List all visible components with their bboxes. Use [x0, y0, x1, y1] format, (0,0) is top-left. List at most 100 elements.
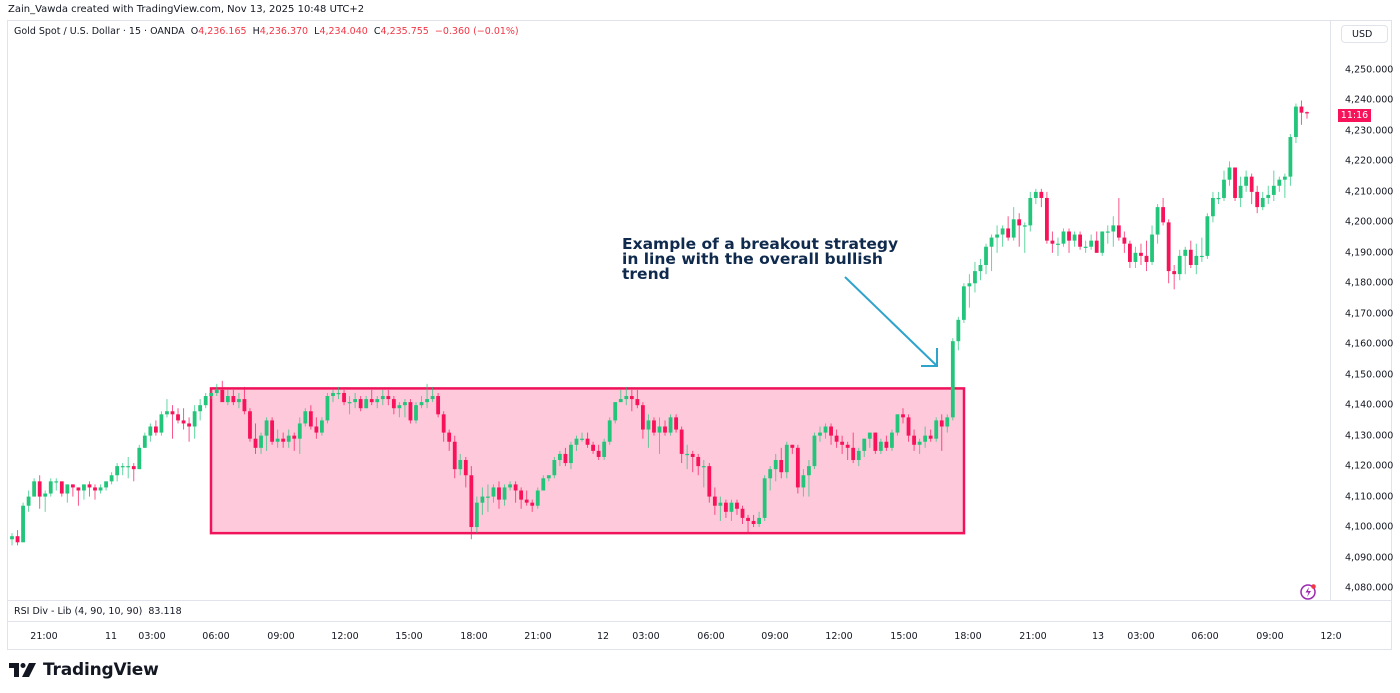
candle[interactable] [1249, 176, 1254, 192]
candle[interactable] [65, 484, 70, 494]
candle[interactable] [1056, 243, 1060, 245]
candle[interactable] [950, 341, 955, 418]
candle[interactable] [1166, 222, 1171, 272]
candle[interactable] [54, 481, 59, 483]
candle[interactable] [735, 502, 739, 509]
candle[interactable] [751, 520, 756, 525]
candle[interactable] [834, 435, 839, 442]
candle[interactable] [1222, 179, 1226, 198]
candle[interactable] [1050, 240, 1055, 244]
candle[interactable] [773, 460, 778, 470]
candle[interactable] [104, 481, 108, 488]
candle[interactable] [474, 502, 479, 528]
candle[interactable] [497, 487, 501, 500]
candle[interactable] [1122, 237, 1127, 244]
candle[interactable] [502, 487, 507, 500]
candle[interactable] [856, 450, 861, 461]
candle[interactable] [414, 405, 418, 421]
candle[interactable] [895, 414, 900, 433]
candle[interactable] [668, 417, 673, 433]
annotation-text[interactable]: Example of a breakout strategy in line w… [622, 235, 899, 283]
candle[interactable] [358, 399, 363, 409]
candle[interactable] [840, 441, 845, 445]
candle[interactable] [574, 438, 579, 445]
candle[interactable] [890, 432, 894, 448]
candle[interactable] [408, 402, 413, 421]
candle[interactable] [1271, 185, 1276, 195]
candle[interactable] [314, 426, 319, 433]
candle[interactable] [1216, 197, 1221, 200]
candle[interactable] [380, 396, 385, 400]
candle[interactable] [984, 246, 988, 266]
candle[interactable] [21, 505, 25, 543]
candle[interactable] [1089, 240, 1094, 247]
candle[interactable] [674, 417, 679, 430]
candle[interactable] [757, 517, 762, 525]
candle[interactable] [1078, 234, 1082, 247]
candle[interactable] [707, 466, 712, 497]
candle[interactable] [989, 237, 994, 247]
candle[interactable] [596, 450, 601, 457]
candle[interactable] [851, 447, 856, 461]
candle[interactable] [225, 396, 230, 403]
candle[interactable] [1294, 106, 1298, 138]
candle[interactable] [1111, 225, 1116, 232]
candle[interactable] [563, 453, 568, 464]
candle[interactable] [640, 405, 645, 430]
candle[interactable] [657, 426, 662, 433]
candle[interactable] [458, 460, 463, 470]
candle[interactable] [746, 517, 750, 521]
candle[interactable] [336, 392, 341, 395]
candle[interactable] [1061, 231, 1066, 244]
candle[interactable] [530, 502, 535, 506]
candle[interactable] [115, 466, 120, 476]
candle[interactable] [1000, 228, 1005, 235]
candle[interactable] [192, 411, 197, 427]
candle[interactable] [120, 466, 125, 468]
candle[interactable] [685, 453, 690, 456]
candle[interactable] [308, 411, 313, 427]
candle[interactable] [87, 484, 92, 488]
candle[interactable] [917, 441, 922, 445]
candle[interactable] [873, 432, 878, 451]
candle[interactable] [1011, 219, 1016, 238]
candle[interactable] [679, 429, 684, 454]
candle[interactable] [724, 502, 728, 512]
rsi-pane[interactable] [7, 600, 1392, 622]
candle[interactable] [1017, 219, 1022, 226]
candle[interactable] [1022, 225, 1027, 227]
candle[interactable] [884, 441, 889, 448]
candle[interactable] [32, 481, 37, 497]
candle[interactable] [98, 487, 103, 491]
candle[interactable] [320, 420, 324, 433]
candle[interactable] [15, 536, 20, 543]
candle[interactable] [425, 399, 429, 403]
candle[interactable] [1233, 167, 1237, 198]
candle[interactable] [342, 392, 346, 403]
candle[interactable] [513, 484, 518, 491]
candle[interactable] [126, 466, 131, 468]
candle[interactable] [1255, 191, 1260, 208]
candle[interactable] [934, 420, 939, 439]
candle[interactable] [845, 444, 850, 448]
candle[interactable] [524, 499, 529, 503]
candle[interactable] [259, 435, 263, 448]
candle[interactable] [264, 420, 269, 436]
candle[interactable] [480, 496, 485, 503]
candle[interactable] [375, 399, 380, 403]
candle[interactable] [198, 405, 203, 412]
candle[interactable] [878, 441, 883, 451]
candle[interactable] [1083, 246, 1088, 248]
candle[interactable] [580, 438, 584, 440]
candle[interactable] [220, 389, 225, 403]
candle[interactable] [635, 399, 640, 406]
candle[interactable] [613, 402, 618, 421]
candle[interactable] [1227, 167, 1232, 180]
candle[interactable] [790, 444, 795, 448]
candle[interactable] [807, 466, 811, 476]
candle[interactable] [1172, 271, 1177, 275]
candle[interactable] [729, 502, 734, 512]
candle[interactable] [1188, 249, 1193, 266]
candle[interactable] [784, 444, 789, 473]
candle[interactable] [153, 426, 158, 433]
